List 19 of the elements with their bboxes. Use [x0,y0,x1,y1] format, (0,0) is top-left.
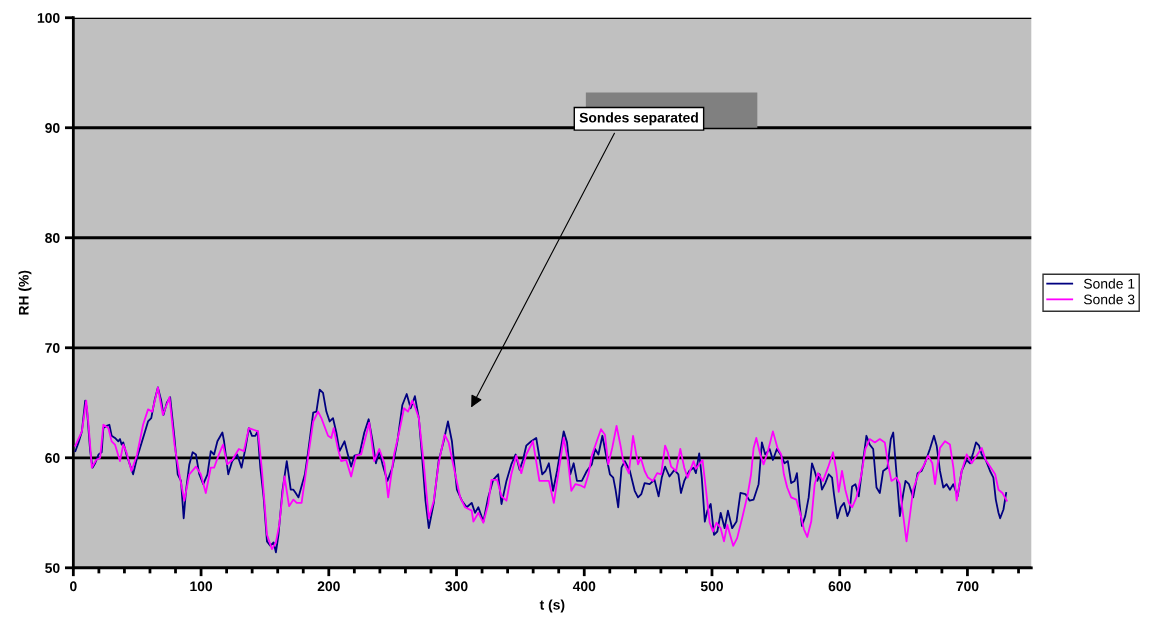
y-tick-label: 90 [45,123,60,133]
x-tick-label: 300 [445,581,468,592]
y-tick-label: 50 [45,563,60,573]
x-tick-label: 0 [70,581,77,592]
y-axis-title: RH (%) [18,270,32,315]
x-tick-label: 400 [572,581,596,592]
y-tick-label: 70 [45,343,60,353]
legend-label: Sonde 3 [1083,294,1135,305]
x-tick-label: 700 [956,581,979,592]
x-tick-label: 600 [828,581,851,592]
x-tick-label: 100 [190,581,213,592]
x-tick-label: 500 [700,581,723,592]
y-tick-label: 100 [37,13,60,23]
x-tick-label: 200 [317,581,340,592]
x-axis-title: t (s) [539,599,565,613]
annotation: Sondes separated [579,112,698,126]
y-tick-label: 60 [45,453,60,463]
legend-label: Sonde 1 [1083,278,1135,289]
y-tick-label: 80 [45,233,60,243]
